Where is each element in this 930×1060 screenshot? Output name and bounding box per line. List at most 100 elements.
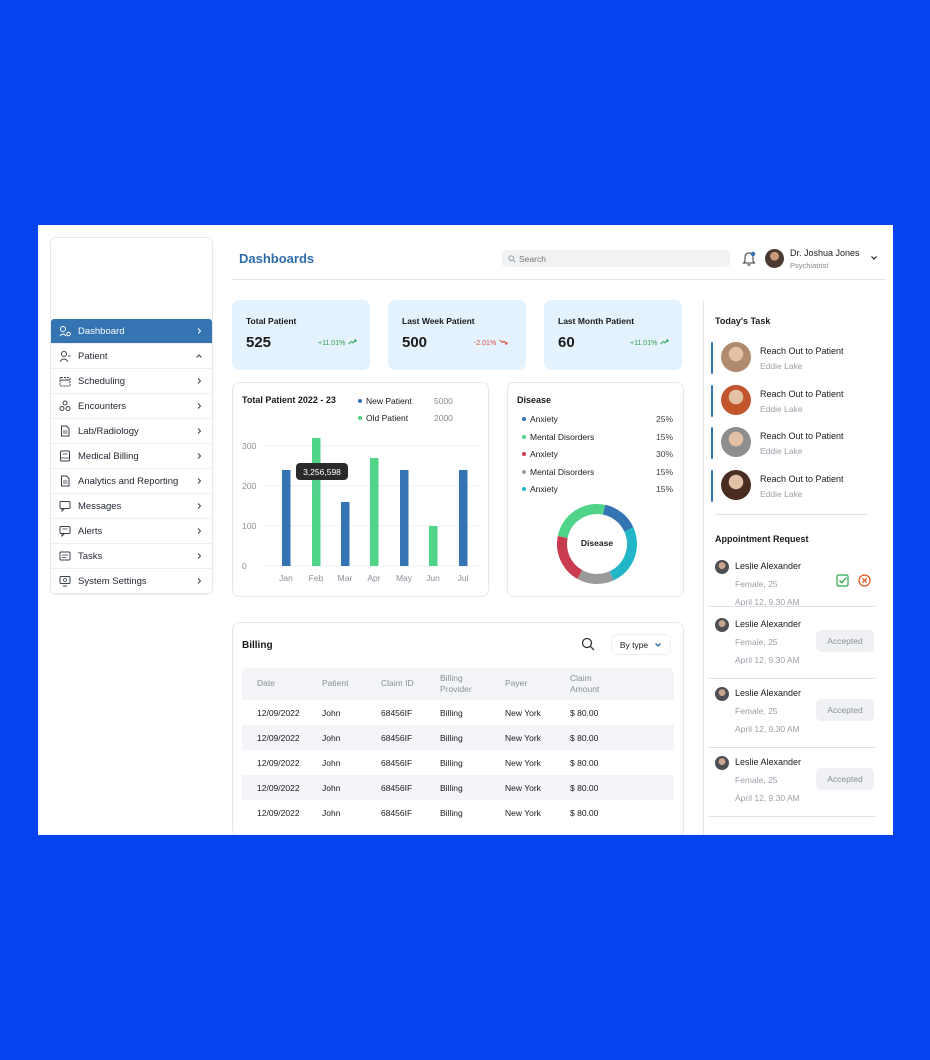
table-cell: 68456IF: [381, 707, 413, 718]
sidebar-item-medical-billing[interactable]: Medical Billing: [51, 444, 212, 469]
task-item[interactable]: Reach Out to Patient Eddie Lake: [711, 424, 871, 462]
sidebar-item-analytics-and-reporting[interactable]: Analytics and Reporting: [51, 469, 212, 494]
column-header[interactable]: Claim ID: [381, 678, 414, 689]
donut-segment[interactable]: [602, 504, 634, 532]
bar-jan[interactable]: [282, 470, 291, 566]
chevron-down-icon[interactable]: [870, 254, 878, 262]
task-subtitle: Eddie Lake: [760, 489, 803, 499]
sidebar-item-scheduling[interactable]: Scheduling: [51, 369, 212, 394]
column-header[interactable]: Billing Provider: [440, 672, 472, 694]
avatar: [715, 560, 729, 574]
disease-item: Anxiety: [522, 449, 558, 459]
avatar: [715, 618, 729, 632]
sidebar-item-system-settings[interactable]: System Settings: [51, 569, 212, 594]
legend-new-patient-value: 5000: [434, 396, 453, 406]
accepted-button[interactable]: Accepted: [816, 630, 874, 652]
sidebar-item-patient[interactable]: Patient: [51, 344, 212, 369]
search-icon[interactable]: [581, 637, 595, 651]
trend-down-icon: [499, 339, 508, 347]
donut-segment[interactable]: [609, 527, 637, 581]
table-row[interactable]: 12/09/2022 John 68456IF Billing New York $ 80…: [242, 750, 674, 775]
avatar: [721, 342, 751, 372]
chevron-right-icon: [194, 402, 204, 410]
stat-card-total-patient: Total Patient 525 +11.01%: [232, 300, 370, 370]
donut-segment[interactable]: [577, 569, 614, 584]
appointment-name: Leslie Alexander: [735, 757, 802, 767]
chart-title: Total Patient 2022 - 23: [242, 395, 336, 405]
sidebar-item-label: Tasks: [78, 550, 103, 562]
accepted-button[interactable]: Accepted: [816, 699, 874, 721]
bell-icon[interactable]: [742, 251, 756, 267]
reject-x-icon[interactable]: [858, 574, 871, 587]
table-row[interactable]: 12/09/2022 John 68456IF Billing New York $ 80…: [242, 775, 674, 800]
accept-check-icon[interactable]: [836, 574, 849, 587]
table-cell: John: [322, 807, 341, 818]
stat-value: 525: [246, 334, 272, 351]
bar-feb[interactable]: [312, 438, 321, 566]
sidebar-item-lab-radiology[interactable]: Lab/Radiology: [51, 419, 212, 444]
chevron-right-icon: [194, 327, 204, 335]
disease-dot: [522, 470, 526, 474]
alert-icon: [59, 525, 71, 537]
table-cell: Billing: [440, 782, 463, 793]
x-tick-label: Apr: [367, 573, 380, 583]
task-item[interactable]: Reach Out to Patient Eddie Lake: [711, 382, 871, 420]
legend-dot: [358, 399, 362, 403]
table-row[interactable]: 12/09/2022 John 68456IF Billing New York $ 80…: [242, 725, 674, 750]
search-box[interactable]: [502, 250, 730, 267]
table-cell: Billing: [440, 707, 463, 718]
task-subtitle: Eddie Lake: [760, 404, 803, 414]
disease-dot: [522, 435, 526, 439]
trend-up-icon: [660, 339, 669, 347]
table-cell: John: [322, 707, 341, 718]
tasks-icon: [59, 550, 71, 562]
task-accent-bar: [711, 470, 713, 502]
stat-delta-value: +11.01%: [318, 339, 346, 347]
column-header[interactable]: Date: [257, 678, 275, 689]
column-header[interactable]: Payer: [505, 678, 528, 689]
table-cell: $ 80.00: [570, 757, 599, 768]
accepted-button[interactable]: Accepted: [816, 768, 874, 790]
donut-segment[interactable]: [557, 504, 605, 539]
disease-name: Anxiety: [530, 414, 558, 424]
bar-mar[interactable]: [341, 502, 350, 566]
appointment-name: Leslie Alexander: [735, 561, 802, 571]
bar-jul[interactable]: [459, 470, 468, 566]
task-subtitle: Eddie Lake: [760, 446, 803, 456]
sidebar-item-messages[interactable]: Messages: [51, 494, 212, 519]
billing-card: Billing By type Date Patient Claim ID Billi…: [232, 622, 684, 835]
bar-jun[interactable]: [429, 526, 438, 566]
sidebar-item-alerts[interactable]: Alerts: [51, 519, 212, 544]
appointment-date: April 12, 9.30 AM: [735, 655, 800, 665]
table-cell: 12/09/2022: [257, 757, 300, 768]
bar-may[interactable]: [400, 470, 409, 566]
donut-center-label: Disease: [580, 538, 614, 548]
table-cell: John: [322, 732, 341, 743]
task-item[interactable]: Reach Out to Patient Eddie Lake: [711, 339, 871, 377]
document-icon: [59, 475, 71, 487]
stat-delta: +11.01%: [630, 339, 669, 347]
sidebar-item-tasks[interactable]: Tasks: [51, 544, 212, 569]
panel-divider: [703, 300, 704, 835]
filter-by-type-dropdown[interactable]: By type: [611, 634, 671, 655]
column-header[interactable]: Patient: [322, 678, 349, 689]
disease-pct: 15%: [655, 467, 673, 477]
sidebar-item-encounters[interactable]: Encounters: [51, 394, 212, 419]
column-header[interactable]: Claim Amount: [570, 672, 600, 694]
todays-task-title: Today's Task: [715, 316, 771, 326]
billing-title: Billing: [242, 640, 273, 651]
table-cell: 68456IF: [381, 782, 413, 793]
user-avatar[interactable]: [765, 249, 784, 268]
stat-title: Total Patient: [246, 316, 297, 326]
search-input[interactable]: [519, 253, 719, 264]
bar-apr[interactable]: [370, 458, 379, 566]
table-cell: New York: [505, 757, 541, 768]
donut-segment[interactable]: [557, 536, 583, 579]
y-tick-label: 300: [242, 441, 256, 451]
sidebar-item-dashboard[interactable]: Dashboard: [51, 319, 212, 344]
table-row[interactable]: 12/09/2022 John 68456IF Billing New York $ 80…: [242, 800, 674, 825]
task-item[interactable]: Reach Out to Patient Eddie Lake: [711, 467, 871, 505]
disease-name: Anxiety: [530, 449, 558, 459]
chart-tooltip: 3,256,598: [296, 463, 348, 480]
table-row[interactable]: 12/09/2022 John 68456IF Billing New York $ 80…: [242, 700, 674, 725]
